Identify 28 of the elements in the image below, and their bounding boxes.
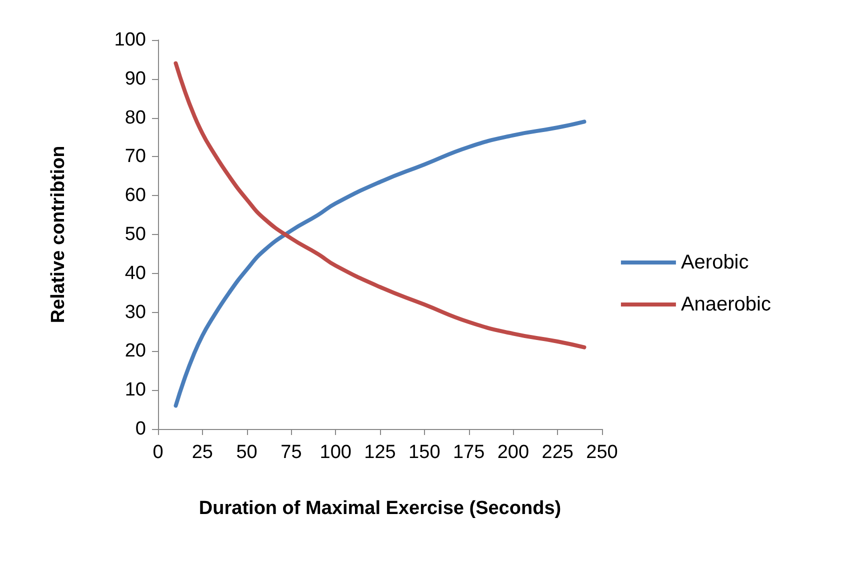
x-tick-label: 25 (192, 442, 213, 463)
x-tick-label: 225 (542, 442, 574, 463)
y-tick-label: 70 (124, 146, 146, 168)
y-tick-label: 80 (124, 107, 146, 128)
y-tick-label: 20 (124, 340, 146, 362)
x-axis-title: Duration of Maximal Exercise (Seconds) (198, 498, 562, 519)
y-tick-label: 60 (124, 185, 146, 206)
x-tick-label: 50 (236, 442, 258, 463)
y-tick-label: 30 (124, 302, 146, 323)
x-tick-label: 200 (497, 442, 530, 463)
y-tick-label: 50 (124, 224, 146, 245)
legend-label: Anaerobic (680, 294, 772, 316)
x-tick-label: 250 (586, 442, 618, 463)
y-tick-label: 10 (124, 380, 146, 401)
line-series (174, 120, 586, 408)
x-tick-label: 100 (320, 442, 352, 463)
x-tick-label: 175 (452, 442, 485, 463)
x-tick-label: 75 (280, 442, 302, 463)
x-tick-label: 125 (364, 442, 396, 463)
y-tick-label: 40 (124, 262, 146, 284)
y-tick-label: 0 (135, 418, 146, 440)
y-axis-title: Relative contribtion (48, 146, 69, 324)
x-tick-label: 150 (408, 442, 440, 463)
line-series (174, 61, 586, 350)
legend-label: Aerobic (680, 252, 749, 274)
y-tick-label: 100 (114, 30, 146, 50)
y-tick-label: 90 (124, 68, 146, 90)
x-tick-label: 0 (152, 442, 164, 463)
